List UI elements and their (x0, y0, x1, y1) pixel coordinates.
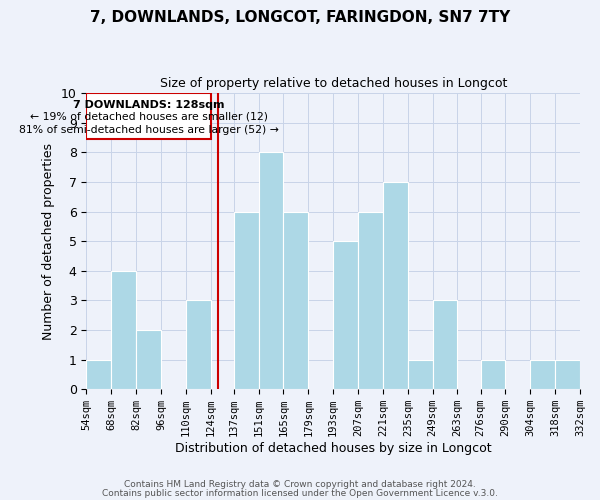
Bar (111, 271, 136, 389)
Bar (333, 241, 358, 389)
Text: 7, DOWNLANDS, LONGCOT, FARINGDON, SN7 7TY: 7, DOWNLANDS, LONGCOT, FARINGDON, SN7 7T… (90, 10, 510, 25)
Bar (358, 212, 383, 389)
Bar (259, 152, 283, 389)
FancyBboxPatch shape (86, 93, 211, 139)
Bar (86, 360, 111, 389)
Text: 81% of semi-detached houses are larger (52) →: 81% of semi-detached houses are larger (… (19, 125, 278, 135)
Text: ← 19% of detached houses are smaller (12): ← 19% of detached houses are smaller (12… (29, 112, 268, 122)
Text: Contains HM Land Registry data © Crown copyright and database right 2024.: Contains HM Land Registry data © Crown c… (124, 480, 476, 489)
Bar (530, 360, 555, 389)
Bar (136, 330, 161, 389)
Text: 7 DOWNLANDS: 128sqm: 7 DOWNLANDS: 128sqm (73, 100, 224, 110)
Bar (283, 212, 308, 389)
Bar (234, 212, 259, 389)
Bar (481, 360, 505, 389)
Bar (555, 360, 580, 389)
Title: Size of property relative to detached houses in Longcot: Size of property relative to detached ho… (160, 78, 507, 90)
Y-axis label: Number of detached properties: Number of detached properties (42, 142, 55, 340)
X-axis label: Distribution of detached houses by size in Longcot: Distribution of detached houses by size … (175, 442, 491, 455)
Text: Contains public sector information licensed under the Open Government Licence v.: Contains public sector information licen… (102, 488, 498, 498)
Bar (383, 182, 408, 389)
Bar (433, 300, 457, 389)
Bar (186, 300, 211, 389)
Bar (408, 360, 433, 389)
